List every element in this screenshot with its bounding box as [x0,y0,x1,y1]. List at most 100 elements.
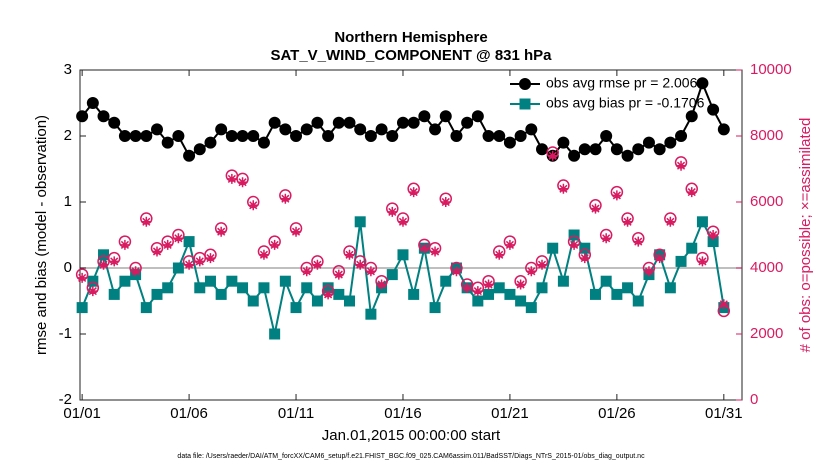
data-point [515,279,526,290]
data-point [568,149,581,162]
data-point [332,116,345,129]
x-tick-label: 01/31 [705,405,743,422]
data-point [108,116,121,129]
x-tick-label: 01/11 [278,405,314,422]
data-point [290,130,303,142]
x-tick-label: 01/16 [384,405,422,422]
data-point [301,282,313,294]
data-point [622,216,633,227]
data-point [173,233,184,244]
data-point [333,288,345,300]
data-point [248,200,259,211]
data-point [215,123,228,136]
legend-marker [519,78,531,90]
data-point [151,288,163,300]
data-point [279,123,292,136]
data-point [225,130,238,142]
data-point [579,253,590,264]
y2-tick-label: 2000 [750,325,783,342]
data-point [482,130,495,142]
data-point [547,150,558,161]
data-point [97,110,110,123]
data-point [119,275,131,287]
data-point [439,110,452,123]
data-point [665,216,676,227]
data-point [194,256,205,267]
data-point [525,123,538,136]
plot-frame [79,69,743,401]
data-point [141,216,152,227]
y2-tick-label: 10000 [750,61,792,78]
data-point [676,160,687,171]
chart-subtitle: SAT_V_WIND_COMPONENT @ 831 hPa [270,47,552,64]
data-point [237,282,249,294]
data-point [707,103,720,116]
chart-title: Northern Hemisphere [334,29,487,46]
data-point [536,282,548,294]
data-point [151,123,164,136]
data-point [590,203,601,214]
data-point [526,266,537,277]
data-point [86,97,99,109]
data-point [558,183,569,194]
data-point [129,130,142,142]
data-point [685,110,698,123]
data-point [600,275,612,287]
legend-label: obs avg bias pr = -0.1706 [546,95,705,111]
data-point [525,302,537,314]
y-tick-label: 3 [64,61,72,78]
legend-label: obs avg rmse pr = 2.006 [546,75,698,91]
data-point [257,136,270,149]
data-point [621,149,634,162]
x-tick-label: 01/01 [63,405,101,422]
y-tick-label: 1 [64,193,72,210]
data-point [419,243,430,254]
data-point [268,116,281,129]
data-point [140,130,153,142]
data-point [258,282,270,294]
data-point [696,216,708,228]
data-point [312,259,323,270]
data-point [396,116,409,129]
data-point [653,143,666,156]
data-point [418,110,431,123]
data-point [589,143,602,156]
data-point [365,308,377,320]
data-point [152,246,163,257]
data-point [589,288,601,300]
data-point [343,116,356,129]
data-point [686,242,698,254]
data-point [686,187,697,198]
data-point [430,246,441,257]
data-point [600,130,613,142]
data-point [130,266,141,277]
data-point [397,216,408,227]
data-point [407,116,420,129]
data-point [483,279,494,290]
data-point [450,130,463,142]
data-point [355,259,366,270]
data-point [675,255,687,267]
data-point [205,253,216,264]
data-point [194,282,206,294]
data-point [184,259,195,270]
data-point [386,130,399,142]
data-point [365,266,376,277]
data-point [472,295,484,307]
data-point [172,130,185,142]
data-point [536,143,549,156]
data-point [354,123,367,136]
data-point [98,249,110,261]
data-point [654,253,665,264]
y-tick-label: 2 [64,127,72,144]
data-point [397,249,409,261]
data-point [269,328,281,340]
data-point [76,110,89,123]
y2-tick-label: 0 [750,391,758,408]
data-point [462,282,473,293]
x-tick-label: 01/21 [491,405,529,422]
data-point [183,149,196,162]
data-point [193,143,206,156]
data-point [376,279,387,290]
data-point [675,130,688,142]
